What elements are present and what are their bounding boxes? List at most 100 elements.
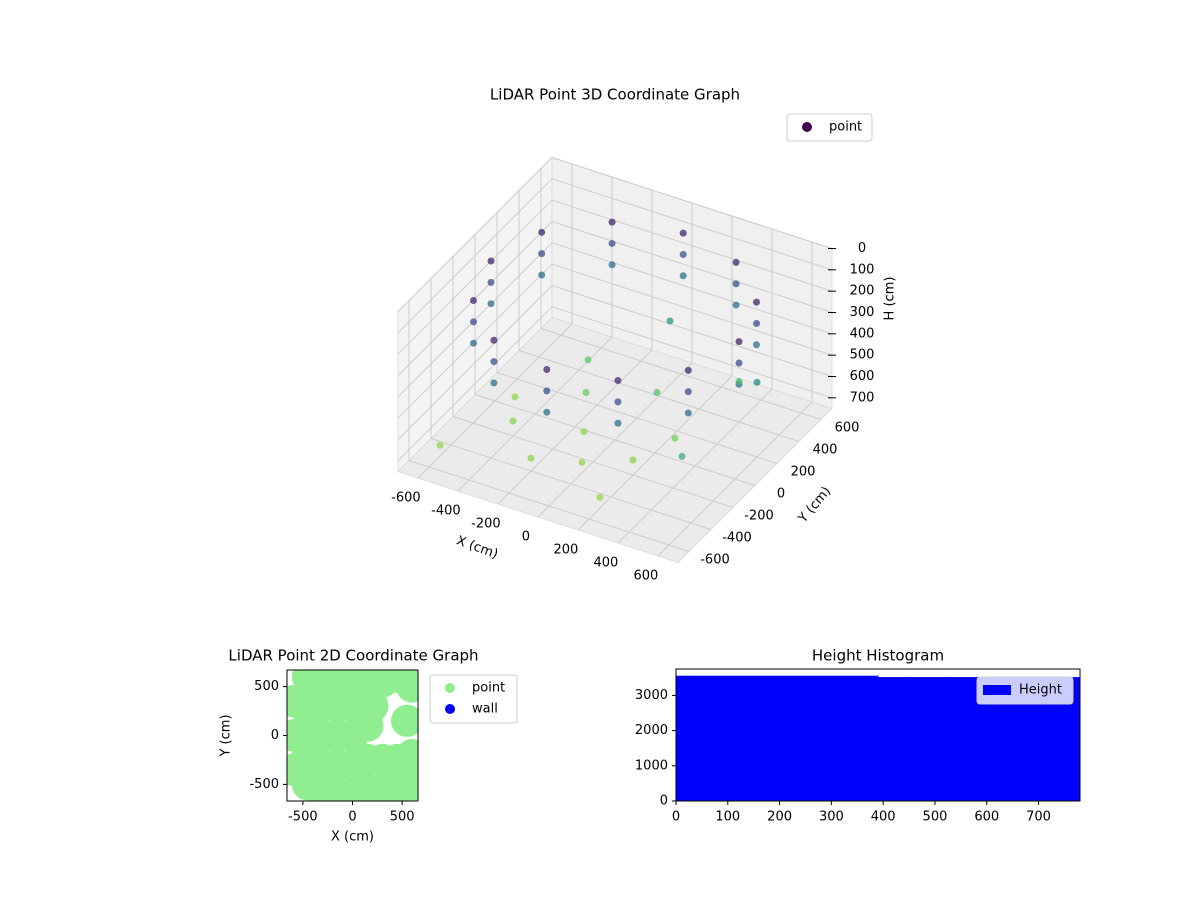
x-tick-label: -200 — [471, 517, 501, 532]
point-3d — [538, 228, 546, 236]
x-tick-label: 300 — [819, 810, 844, 825]
axes-frame — [675, 668, 1081, 802]
point-3d — [490, 358, 498, 366]
x-tick-label: 200 — [553, 543, 578, 558]
point-3d — [684, 409, 692, 417]
grid-line — [551, 157, 833, 249]
grid-line — [397, 178, 553, 334]
grid-line — [551, 285, 833, 377]
y-tick-label: 400 — [813, 442, 838, 457]
point-3d — [608, 239, 616, 247]
histogram-bar — [743, 675, 778, 801]
point-3d — [614, 398, 622, 406]
grid-line — [551, 178, 833, 271]
y-tick-label: 0 — [271, 728, 279, 743]
x-tick-label: 700 — [1026, 810, 1051, 825]
x-tick-label: 400 — [871, 810, 896, 825]
x-tick-label: 0 — [672, 810, 680, 825]
point-2d — [356, 690, 389, 723]
point-3d — [527, 454, 535, 462]
x-tick-label: 0 — [522, 530, 530, 545]
z-axis-label: H (cm) — [883, 277, 898, 321]
histogram-bar — [911, 677, 946, 801]
plot-area — [287, 670, 418, 801]
grid-line — [551, 263, 833, 356]
point-3d — [543, 408, 551, 416]
point-3d — [732, 301, 740, 309]
point-3d — [614, 377, 622, 385]
point-3d — [753, 341, 760, 349]
point-3d — [490, 336, 498, 344]
grid-line — [452, 416, 734, 508]
histogram-bar — [878, 677, 913, 801]
point-3d — [679, 250, 687, 258]
point-3d — [653, 389, 661, 396]
y-tick-label: 600 — [835, 420, 860, 435]
y-axis-label: Y (cm) — [795, 484, 834, 527]
x-tick-label: 100 — [715, 810, 740, 825]
point-3d — [538, 250, 546, 258]
y-tick-label: 0 — [660, 794, 668, 809]
point-3d — [543, 387, 551, 395]
y-tick-label: 2000 — [635, 723, 668, 738]
legend-label: wall — [472, 702, 498, 717]
point-3d — [596, 493, 604, 501]
point-3d — [487, 257, 495, 265]
x-tick-label: 600 — [974, 810, 999, 825]
point-3d — [753, 319, 760, 327]
point-3d — [584, 356, 592, 364]
point-2d — [390, 704, 418, 737]
point-3d — [684, 388, 692, 396]
histogram-bar — [844, 675, 879, 801]
point-3d — [543, 366, 551, 374]
z-tick-label: 600 — [850, 369, 875, 384]
point-3d — [684, 366, 692, 374]
grid-line — [540, 328, 822, 420]
x-tick-label: -400 — [431, 504, 461, 519]
legend-swatch — [983, 685, 1011, 695]
grid-line — [551, 221, 833, 313]
z-tick-label: 100 — [850, 262, 875, 277]
y-tick-label: 200 — [791, 464, 816, 479]
grid-line — [408, 460, 690, 552]
point-3d — [582, 389, 590, 397]
point-3d — [578, 458, 586, 466]
legend-marker — [802, 122, 812, 132]
grid-line — [551, 242, 833, 335]
legend-box — [976, 676, 1074, 705]
chart-title: Height Histogram — [812, 647, 944, 665]
x-tick-label: -600 — [391, 491, 421, 506]
point-3d — [735, 338, 743, 346]
legend-label: point — [829, 120, 862, 135]
y-tick-label: -500 — [249, 777, 279, 792]
histogram-bar — [777, 675, 812, 801]
x-tick-label: 200 — [767, 810, 792, 825]
x-tick-label: 500 — [390, 810, 415, 825]
z-tick-label: 500 — [850, 348, 875, 363]
x-tick-label: 0 — [348, 810, 356, 825]
histogram-bar — [810, 675, 845, 801]
grid-line — [397, 285, 553, 440]
point-2d — [395, 768, 418, 801]
point-3d — [671, 434, 679, 442]
point-3d — [678, 452, 686, 460]
point-3d — [732, 258, 740, 266]
point-3d — [436, 441, 444, 449]
point-3d — [732, 280, 740, 288]
point-3d — [487, 300, 495, 308]
grid-line — [496, 372, 778, 464]
point-3d — [470, 339, 477, 347]
point-3d — [580, 428, 588, 436]
histogram-bar — [945, 677, 980, 801]
y-tick-label: -200 — [744, 508, 774, 523]
grid-line — [430, 438, 712, 530]
y-tick-label: -400 — [722, 530, 752, 545]
point-3d — [538, 271, 546, 279]
x-tick-label: -500 — [288, 810, 318, 825]
y-tick-label: 1000 — [635, 758, 668, 773]
grid-line — [551, 199, 833, 292]
point-3d — [735, 359, 743, 367]
z-tick-label: 0 — [858, 241, 866, 256]
point-3d — [511, 393, 519, 401]
